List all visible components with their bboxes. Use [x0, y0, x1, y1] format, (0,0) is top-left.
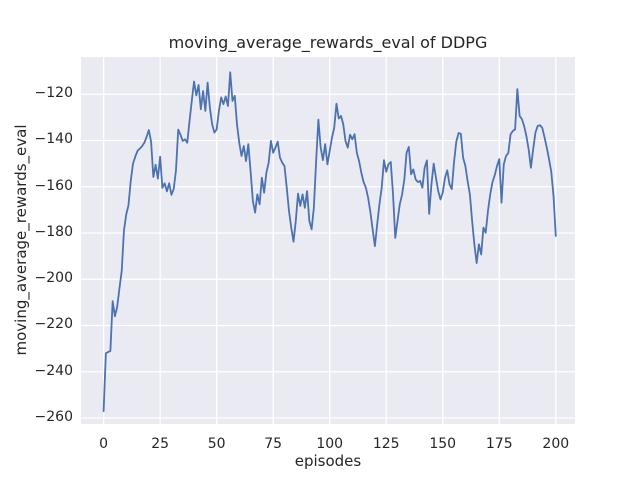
y-tick-label: −240: [34, 362, 73, 379]
x-tick-label: 125: [372, 436, 400, 452]
y-tick-label: −200: [34, 270, 73, 287]
x-tick-label: 150: [429, 436, 457, 452]
series-line-moving-average-rewards-eval: [102, 71, 557, 412]
x-tick-label: 75: [264, 436, 283, 452]
y-axis-label: moving_average_rewards_eval: [12, 124, 30, 356]
y-tick-label: −180: [34, 223, 73, 240]
y-tick-label: −140: [34, 131, 73, 148]
x-tick-label: 50: [207, 436, 226, 452]
x-tick-label: 0: [99, 436, 109, 452]
y-tick-label: −120: [34, 85, 73, 102]
plot-area: [81, 57, 575, 424]
plot-canvas: [81, 57, 575, 424]
x-axis-label: episodes: [294, 452, 362, 470]
y-tick-label: −160: [34, 177, 73, 194]
x-tick-label: 25: [151, 436, 170, 452]
y-tick-label: −260: [34, 408, 73, 425]
x-tick-label: 200: [542, 436, 570, 452]
x-tick-label: 175: [485, 436, 513, 452]
x-tick-label: 100: [316, 436, 344, 452]
chart-title: moving_average_rewards_eval of DDPG: [168, 33, 488, 52]
y-tick-label: −220: [34, 316, 73, 333]
